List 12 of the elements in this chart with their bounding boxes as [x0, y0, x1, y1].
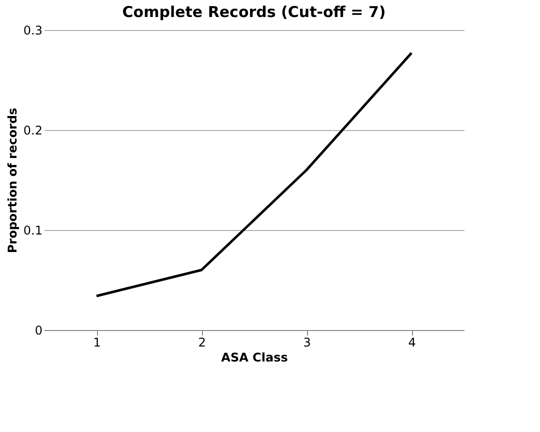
y-tick-label: 0.2 [23, 124, 42, 138]
y-tick-label: 0.3 [23, 24, 42, 38]
y-axis-title: Proportion of records [5, 108, 20, 254]
line-series [95, 52, 413, 298]
x-tick-label: 4 [408, 336, 416, 350]
x-tick-label: 3 [303, 336, 311, 350]
x-tick-label: 2 [198, 336, 206, 350]
x-axis-title: ASA Class [221, 350, 288, 364]
y-tick-label: 0.1 [23, 224, 42, 238]
y-tick-label: 0 [34, 324, 42, 338]
x-tick-label: 1 [93, 336, 101, 350]
chart-title: Complete Records (Cut-off = 7) [122, 3, 386, 21]
